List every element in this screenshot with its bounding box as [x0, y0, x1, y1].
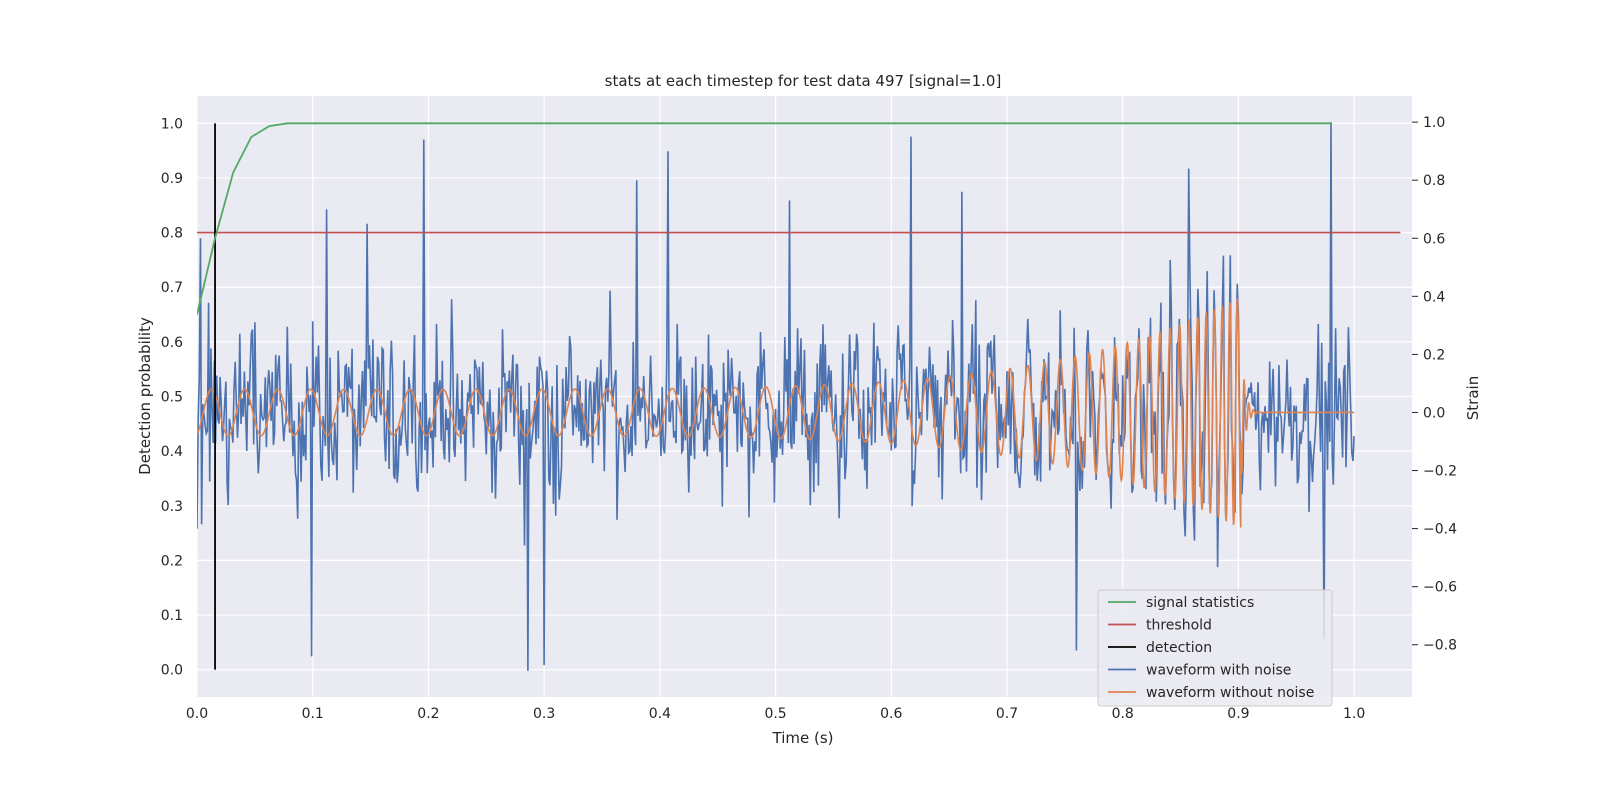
series-layer [197, 122, 1401, 671]
x-tick-label: 0.0 [186, 706, 208, 722]
legend-label: waveform with noise [1146, 663, 1291, 679]
x-tick-label: 0.2 [417, 706, 439, 722]
waveform-without-noise-line [197, 298, 1355, 528]
y-left-tick-label: 0.4 [161, 444, 183, 460]
y-axis-right-label: Strain [1464, 376, 1482, 420]
y-right-tick-label: 0.2 [1423, 347, 1445, 363]
y-right-tick-label: 0.6 [1423, 231, 1445, 247]
y-left-tick-label: 0.2 [161, 553, 183, 569]
y-right-tick-label: 1.0 [1423, 115, 1445, 131]
legend-label: waveform without noise [1146, 685, 1314, 701]
legend-frame [1097, 589, 1333, 707]
y-right-tick-label: 0.0 [1423, 405, 1445, 421]
y-left-tick-label: 1.0 [161, 116, 183, 132]
y-left-tick-label: 0.8 [161, 226, 183, 242]
legend-label: signal statistics [1146, 595, 1254, 611]
x-axis-label: Time (s) [772, 729, 834, 747]
y-left-tick-label: 0.5 [161, 390, 183, 406]
x-tick-label: 0.3 [533, 706, 555, 722]
y-right-tick-label: 0.8 [1423, 173, 1445, 189]
y-left-tick-label: 0.6 [161, 335, 183, 351]
legend-label: threshold [1146, 618, 1212, 634]
x-tick-label: 0.5 [764, 706, 786, 722]
y-left-tick-label: 0.1 [161, 608, 183, 624]
y-left-tick-label: 0.7 [161, 280, 183, 296]
x-tick-label: 0.6 [880, 706, 902, 722]
y-right-tick-label: −0.4 [1423, 522, 1457, 538]
x-tick-label: 1.0 [1343, 706, 1365, 722]
y-axis-left-label: Detection probability [136, 317, 154, 475]
y-left-tick-label: 0.3 [161, 499, 183, 515]
y-axis-right: −0.8 −0.6 −0.4 −0.2 0.0 0.2 0.4 0.6 0.8 1.0 [1412, 115, 1457, 654]
chart-title: stats at each timestep for test data 497… [605, 72, 1002, 90]
y-left-tick-label: 0.0 [161, 663, 183, 679]
y-left-tick-label: 0.9 [161, 171, 183, 187]
x-tick-label: 0.1 [302, 706, 324, 722]
x-axis: 0.0 0.1 0.2 0.3 0.4 0.5 0.6 0.7 0.8 0.9 1.0 [186, 706, 1365, 722]
legend-label: detection [1146, 640, 1212, 656]
x-tick-label: 0.9 [1227, 706, 1249, 722]
y-right-tick-label: 0.4 [1423, 289, 1445, 305]
x-tick-label: 0.7 [996, 706, 1018, 722]
y-right-tick-label: −0.2 [1423, 464, 1457, 480]
x-tick-label: 0.8 [1112, 706, 1134, 722]
y-axis-left: 0.0 0.1 0.2 0.3 0.4 0.5 0.6 0.7 0.8 0.9 1.0 [161, 116, 183, 678]
y-right-tick-label: −0.8 [1423, 638, 1457, 654]
x-tick-label: 0.4 [649, 706, 671, 722]
signal-statistics-line [197, 122, 1331, 315]
y-right-tick-label: −0.6 [1423, 580, 1457, 596]
legend: signal statistics threshold detection wavef… [1097, 589, 1333, 707]
